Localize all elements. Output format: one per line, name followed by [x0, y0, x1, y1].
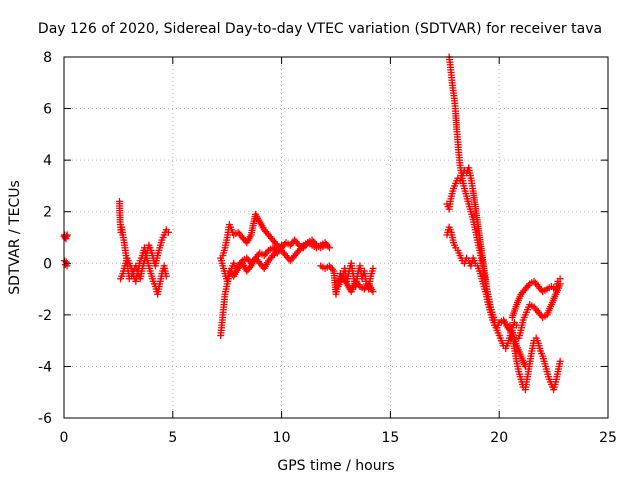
data-point: [278, 241, 286, 249]
y-tick-label: -6: [38, 411, 52, 427]
data-points-layer: [60, 53, 564, 394]
chart-title: Day 126 of 2020, Sidereal Day-to-day VTE…: [38, 21, 602, 37]
y-tick-label: -2: [38, 308, 52, 324]
data-point: [556, 357, 564, 365]
plot-frame: [63, 56, 609, 419]
y-tick-label: 0: [43, 256, 52, 272]
data-point: [325, 244, 333, 252]
ticks-layer: 0 5 10 15 20 25 -6 -4 -2 0 2 4 6 8: [38, 50, 617, 446]
data-point: [369, 264, 377, 272]
x-tick-label: 20: [490, 430, 508, 446]
grid-layer: [64, 57, 608, 418]
data-point: [164, 228, 172, 236]
x-axis-title: GPS time / hours: [277, 458, 394, 474]
x-tick-label: 25: [599, 430, 617, 446]
data-point: [321, 241, 329, 249]
data-point: [162, 272, 170, 280]
y-axis-title: SDTVAR / TECUs: [7, 180, 23, 295]
y-tick-label: 8: [43, 50, 52, 66]
data-point: [556, 280, 564, 288]
data-point: [63, 231, 71, 239]
x-tick-label: 15: [381, 430, 399, 446]
x-tick-label: 10: [273, 430, 291, 446]
data-point: [369, 288, 377, 296]
y-tick-label: 2: [43, 205, 52, 221]
x-tick-label: 5: [168, 430, 177, 446]
x-tick-label: 0: [60, 430, 69, 446]
y-tick-label: 4: [43, 153, 52, 169]
y-tick-label: 6: [43, 102, 52, 118]
y-tick-label: -4: [38, 359, 52, 375]
